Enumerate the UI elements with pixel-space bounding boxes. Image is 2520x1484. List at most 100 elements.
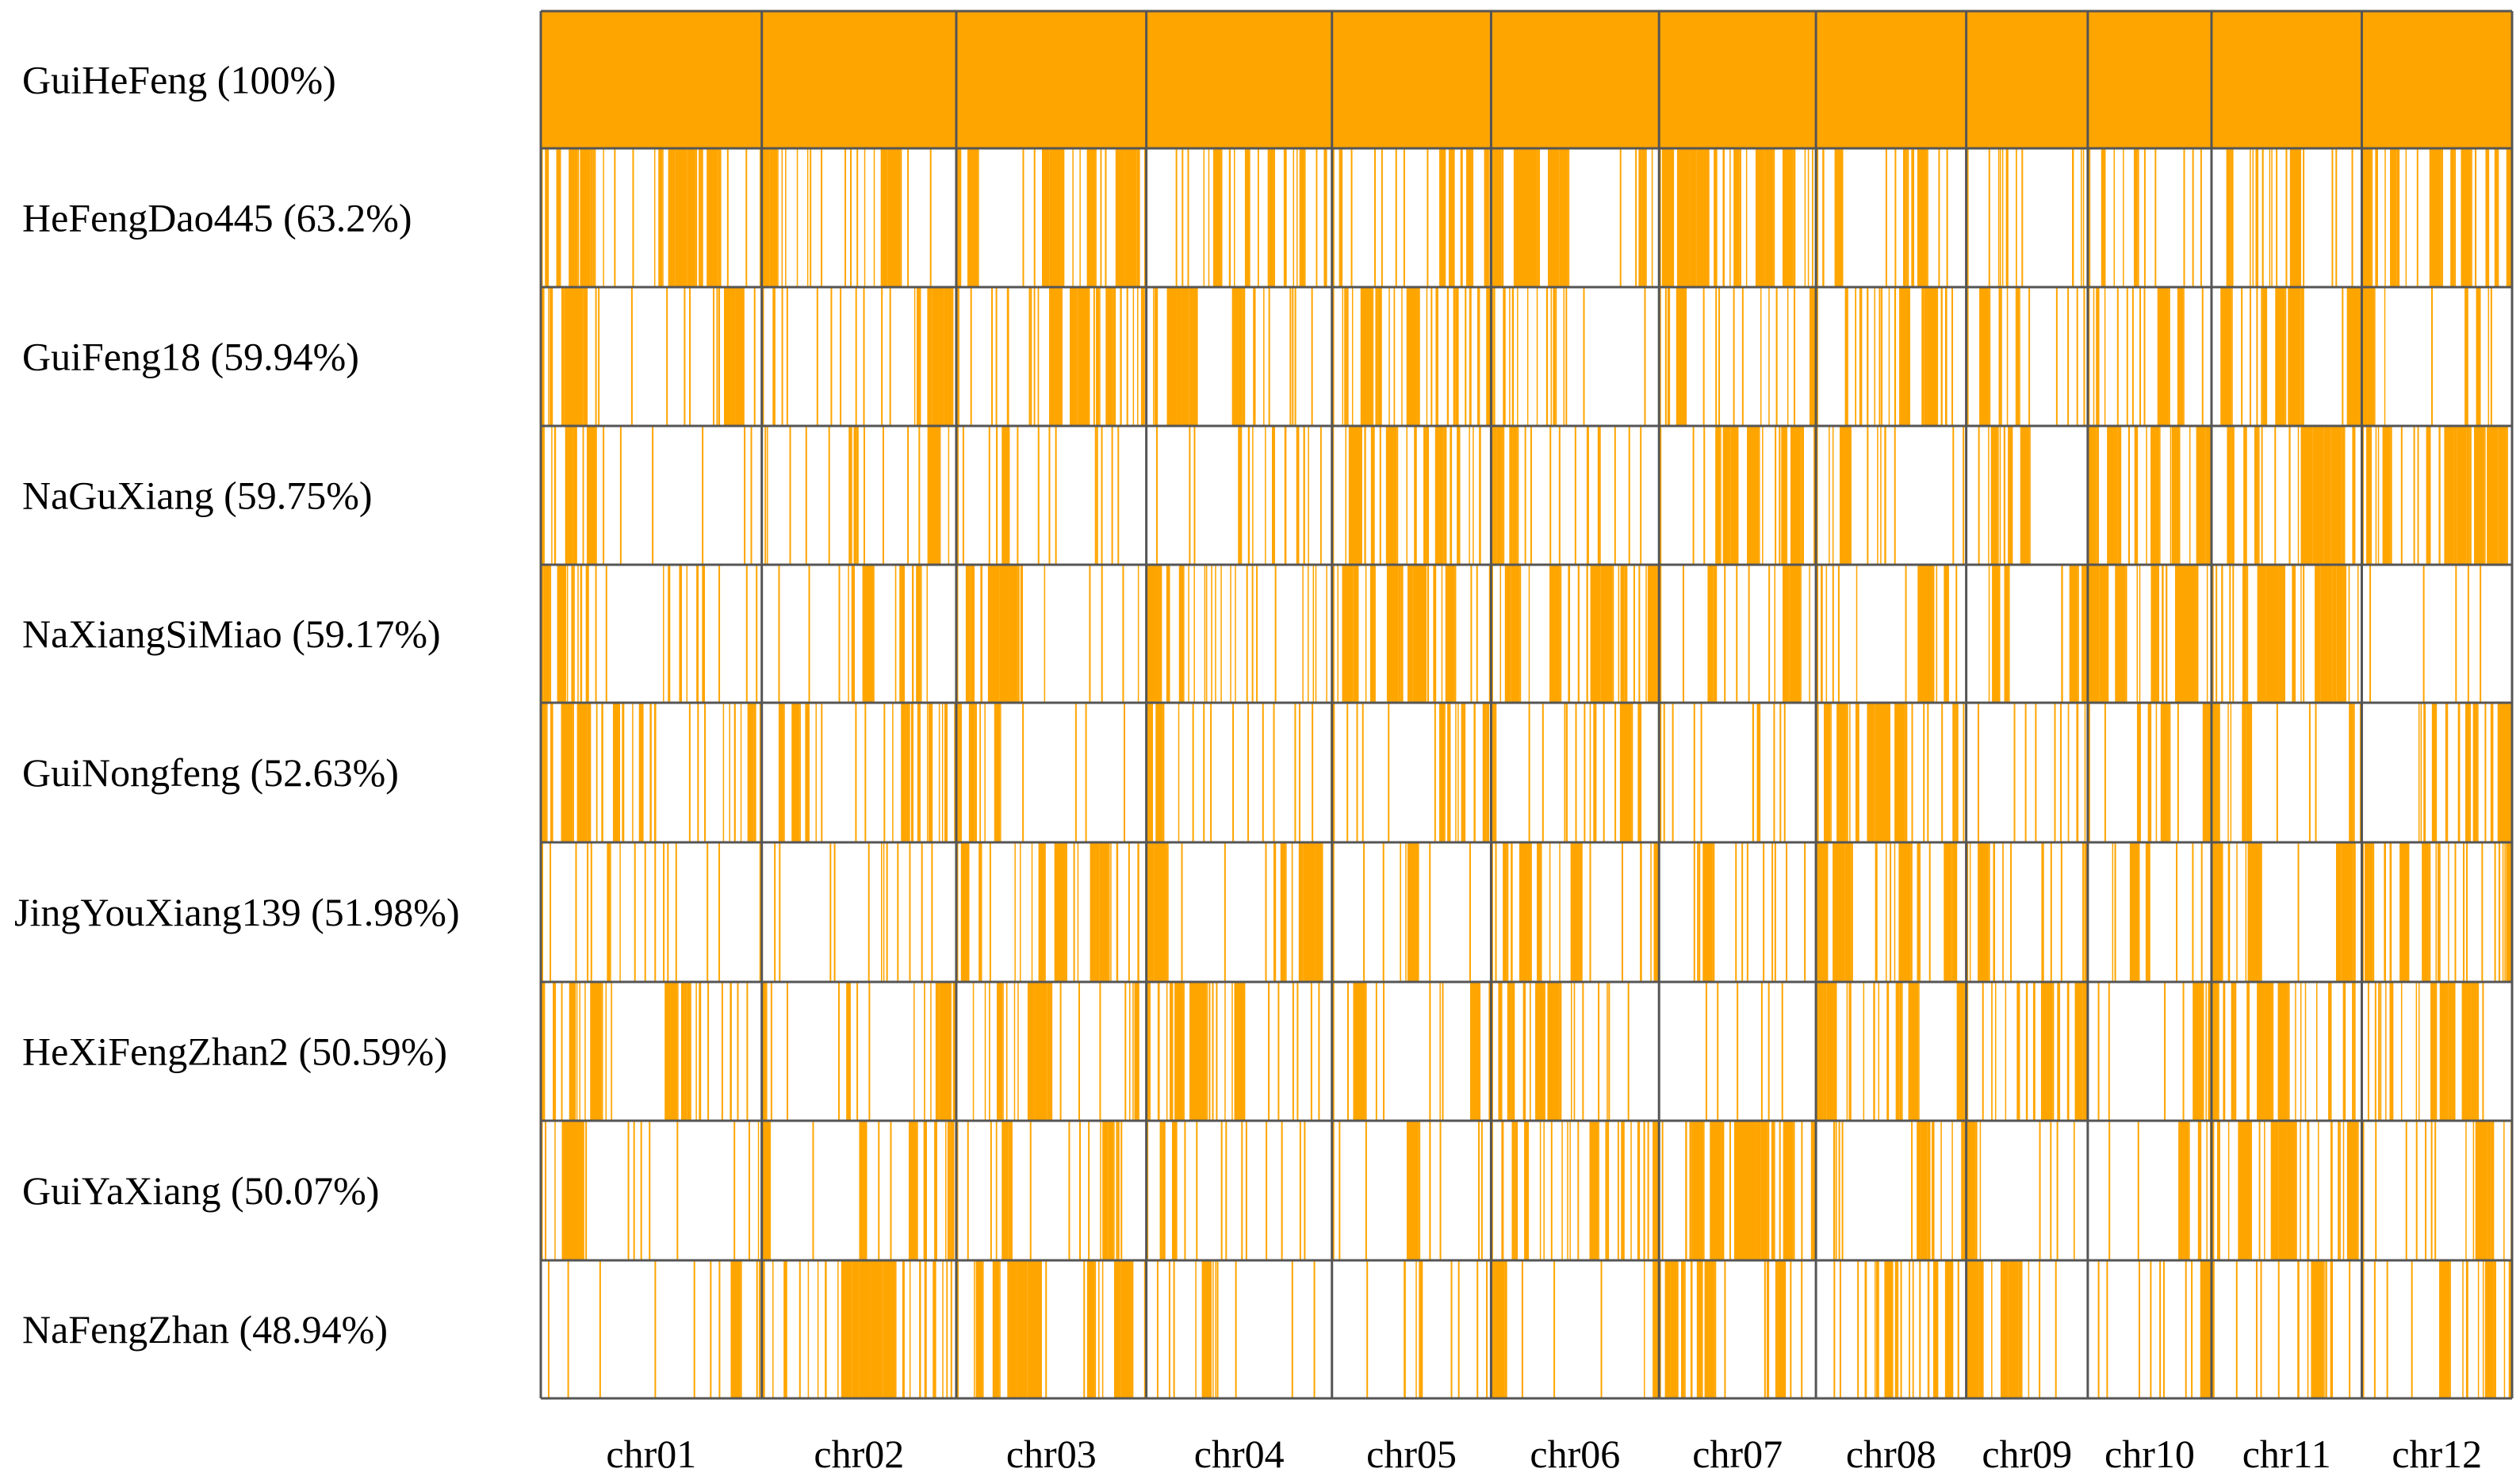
cell-GuiYaXiang-chr09 xyxy=(1966,1121,2088,1260)
cell-HeFengDao445-chr10 xyxy=(2087,148,2212,287)
stripes-HeFengDao445-chr03 xyxy=(956,148,1146,287)
row-label: GuiHeFeng (100%) xyxy=(22,58,336,102)
stripes-NaFengZhan-chr11 xyxy=(2212,1260,2351,1398)
cell-GuiHeFeng-chr04 xyxy=(1146,11,1332,148)
stripes-HeFengDao445-chr04 xyxy=(1175,148,1327,287)
cell-GuiYaXiang-chr03 xyxy=(956,1121,1147,1260)
cell-JingYouXiang139-chr12 xyxy=(2361,842,2512,982)
stripes-JingYouXiang139-chr07 xyxy=(1693,842,1806,982)
stripes-HeXiFengZhan2-chr10 xyxy=(2097,982,2211,1121)
cell-HeFengDao445-chr09 xyxy=(1966,148,2088,287)
stripes-GuiNongfeng-chr04 xyxy=(1147,703,1331,842)
cell-GuiFeng18-chr10 xyxy=(2087,287,2212,426)
chromosome-labels-layer: chr01 chr02 chr03 chr04 chr05 chr06 chr07 chr08… xyxy=(606,1432,2482,1476)
row-label: NaFengZhan (48.94%) xyxy=(22,1307,388,1352)
stripes-GuiYaXiang-chr10 xyxy=(2108,1121,2211,1260)
stripes-NaFengZhan-chr09 xyxy=(1967,1260,2057,1398)
row-label: JingYouXiang139 (51.98%) xyxy=(14,890,460,934)
cell-NaXiangSiMiao-chr09 xyxy=(1966,565,2088,703)
cell-GuiHeFeng-chr11 xyxy=(2211,11,2362,148)
stripes-GuiNongfeng-chr12 xyxy=(2418,703,2511,842)
chromosome-label-chr03: chr03 xyxy=(1006,1432,1097,1476)
cells-layer xyxy=(541,11,2512,1398)
cell-HeFengDao445-chr05 xyxy=(1331,148,1492,287)
stripes-GuiFeng18-chr02 xyxy=(762,287,954,426)
stripes-NaGuXiang-chr07 xyxy=(1660,426,1816,565)
stripes-GuiFeng18-chr09 xyxy=(1967,287,2085,426)
cell-JingYouXiang139-chr03 xyxy=(956,842,1147,982)
row-label: GuiYaXiang (50.07%) xyxy=(22,1168,379,1213)
stripes-NaXiangSiMiao-chr07 xyxy=(1660,565,1810,703)
cell-NaGuXiang-chr08 xyxy=(1816,426,1967,565)
cell-NaGuXiang-chr02 xyxy=(761,426,956,565)
cell-GuiNongfeng-chr11 xyxy=(2211,703,2362,842)
cell-HeXiFengZhan2-chr06 xyxy=(1491,982,1660,1121)
stripes-NaXiangSiMiao-chr11 xyxy=(2212,565,2359,703)
cell-NaXiangSiMiao-chr03 xyxy=(956,565,1147,703)
cell-GuiHeFeng-chr02 xyxy=(761,11,956,148)
stripes-NaFengZhan-chr05 xyxy=(1366,1260,1488,1398)
stripes-GuiYaXiang-chr02 xyxy=(762,1121,955,1260)
stripes-HeFengDao445-chr06 xyxy=(1492,148,1653,287)
cell-NaFengZhan-chr06 xyxy=(1491,1260,1660,1398)
stripes-GuiYaXiang-chr09 xyxy=(1967,1121,2075,1260)
row-label: GuiNongfeng (52.63%) xyxy=(22,750,399,795)
stripes-NaXiangSiMiao-chr01 xyxy=(542,565,758,703)
stripes-GuiFeng18-chr12 xyxy=(2362,287,2492,426)
row-label: NaGuXiang (59.75%) xyxy=(22,474,373,518)
cell-NaXiangSiMiao-chr08 xyxy=(1816,565,1967,703)
cell-NaFengZhan-chr05 xyxy=(1331,1260,1492,1398)
stripes-NaGuXiang-chr06 xyxy=(1492,426,1642,565)
cell-GuiHeFeng-chr08 xyxy=(1816,11,1967,148)
stripes-JingYouXiang139-chr05 xyxy=(1332,842,1471,982)
chromosome-label-chr06: chr06 xyxy=(1530,1432,1620,1476)
chromosome-label-chr01: chr01 xyxy=(606,1432,696,1476)
grid-layer xyxy=(539,10,2514,1400)
stripes-GuiYaXiang-chr08 xyxy=(1833,1121,1966,1260)
stripes-HeXiFengZhan2-chr08 xyxy=(1817,982,1966,1121)
row-label: HeFengDao445 (63.2%) xyxy=(22,196,412,240)
stripes-NaFengZhan-chr02 xyxy=(762,1260,952,1398)
stripes-NaFengZhan-chr06 xyxy=(1492,1260,1659,1398)
stripes-GuiFeng18-chr01 xyxy=(542,287,756,426)
stripes-GuiFeng18-chr03 xyxy=(956,287,1145,426)
stripes-HeFengDao445-chr07 xyxy=(1660,148,1813,287)
cell-GuiHeFeng-chr06 xyxy=(1491,11,1660,148)
cell-HeXiFengZhan2-chr01 xyxy=(541,982,762,1121)
stripes-NaFengZhan-chr04 xyxy=(1156,1260,1316,1398)
stripes-JingYouXiang139-chr03 xyxy=(956,842,1139,982)
stripes-NaXiangSiMiao-chr04 xyxy=(1147,565,1327,703)
stripes-JingYouXiang139-chr02 xyxy=(774,842,933,982)
cell-GuiFeng18-chr11 xyxy=(2211,287,2362,426)
chromosome-label-chr10: chr10 xyxy=(2104,1432,2195,1476)
stripes-NaFengZhan-chr01 xyxy=(547,1260,760,1398)
cell-NaFengZhan-chr09 xyxy=(1966,1260,2088,1398)
stripes-JingYouXiang139-chr04 xyxy=(1147,842,1323,982)
stripes-JingYouXiang139-chr08 xyxy=(1817,842,1958,982)
stripes-GuiFeng18-chr04 xyxy=(1153,287,1313,426)
stripes-GuiYaXiang-chr07 xyxy=(1661,1121,1816,1260)
stripes-HeFengDao445-chr01 xyxy=(542,148,761,287)
stripes-GuiYaXiang-chr03 xyxy=(956,1121,1123,1260)
stripes-GuiNongfeng-chr05 xyxy=(1332,703,1490,842)
cell-HeXiFengZhan2-chr08 xyxy=(1816,982,1967,1121)
chromosome-label-chr09: chr09 xyxy=(1982,1432,2072,1476)
stripes-GuiFeng18-chr07 xyxy=(1660,287,1816,426)
cell-GuiFeng18-chr02 xyxy=(761,287,956,426)
cell-GuiFeng18-chr12 xyxy=(2361,287,2512,426)
cell-GuiHeFeng-chr07 xyxy=(1659,11,1817,148)
stripes-HeXiFengZhan2-chr01 xyxy=(542,982,749,1121)
stripes-NaGuXiang-chr12 xyxy=(2362,426,2508,565)
stripes-HeXiFengZhan2-chr07 xyxy=(1705,982,1783,1121)
stripes-GuiFeng18-chr05 xyxy=(1332,287,1491,426)
stripes-HeXiFengZhan2-chr05 xyxy=(1332,982,1491,1121)
row-label: HeXiFengZhan2 (50.59%) xyxy=(22,1030,447,1074)
stripes-NaXiangSiMiao-chr06 xyxy=(1492,565,1659,703)
stripes-HeXiFengZhan2-chr11 xyxy=(2212,982,2356,1121)
stripes-GuiNongfeng-chr10 xyxy=(2088,703,2211,842)
stripes-NaGuXiang-chr01 xyxy=(542,426,753,565)
cell-GuiHeFeng-chr10 xyxy=(2087,11,2212,148)
cell-GuiHeFeng-chr01 xyxy=(541,11,762,148)
stripes-NaGuXiang-chr02 xyxy=(764,426,950,565)
stripes-GuiYaXiang-chr04 xyxy=(1147,1121,1306,1260)
